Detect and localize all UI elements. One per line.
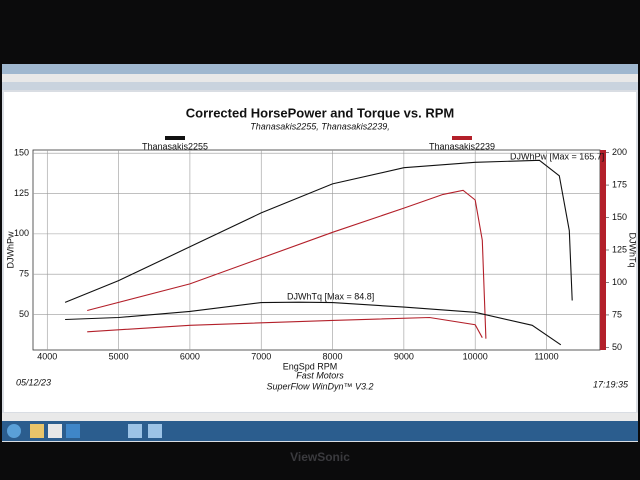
start-button[interactable] <box>7 424 21 438</box>
x-tick-label: 10000 <box>463 351 488 361</box>
y2-tick-label: 75 <box>612 309 622 319</box>
annotation: DJWhTq [Max = 84.8] <box>287 291 374 301</box>
monitor-brand: ViewSonic <box>290 450 350 464</box>
y2-tick-label: 100 <box>612 277 627 287</box>
taskbar-icon[interactable] <box>148 424 162 438</box>
legend-label: Thanasakis2255 <box>142 141 208 151</box>
y2-axis-label: DJWhTq <box>628 232 638 267</box>
chart-title: Corrected HorsePower and Torque vs. RPM <box>186 105 455 120</box>
window-title-bar <box>2 64 638 74</box>
x-tick-label: 5000 <box>109 351 129 361</box>
y2-tick-label: 150 <box>612 212 627 222</box>
legend-swatch <box>165 136 185 140</box>
y2-tick-label: 200 <box>612 147 627 157</box>
x-tick-label: 4000 <box>37 351 57 361</box>
plot-area <box>32 149 601 351</box>
annotation: DJWhPw [Max = 165.7] <box>510 151 604 161</box>
status-bar <box>2 413 638 421</box>
y-tick-label: 50 <box>19 309 29 319</box>
y-tick-label: 150 <box>14 148 29 158</box>
toolbar <box>2 82 638 90</box>
y2-tick-label: 175 <box>612 179 627 189</box>
y2-tick-label: 50 <box>612 342 622 352</box>
footer-time: 17:19:35 <box>593 379 629 389</box>
taskbar <box>2 421 638 441</box>
y-tick-label: 75 <box>19 269 29 279</box>
taskbar-icon[interactable] <box>128 424 142 438</box>
x-tick-label: 6000 <box>180 351 200 361</box>
series-line <box>87 189 487 339</box>
x-tick-label: 8000 <box>323 351 343 361</box>
y-axis-label: DJWhPw <box>5 231 15 269</box>
taskbar-icon[interactable] <box>30 424 44 438</box>
footer-software: SuperFlow WinDyn™ V3.2 <box>267 381 374 391</box>
series-line <box>64 159 573 303</box>
footer-date: 05/12/23 <box>16 377 51 387</box>
y-tick-label: 100 <box>14 228 29 238</box>
taskbar-icon[interactable] <box>66 424 80 438</box>
x-tick-label: 11000 <box>534 351 558 361</box>
footer-shop: Fast Motors <box>296 370 344 380</box>
x-tick-label: 7000 <box>251 351 271 361</box>
y2-tick-label: 125 <box>612 244 627 254</box>
y-tick-label: 125 <box>14 188 29 198</box>
chart-subtitle: Thanasakis2255, Thanasakis2239, <box>250 121 390 131</box>
right-axis-bar <box>600 150 606 350</box>
legend-swatch <box>452 136 472 140</box>
legend-label: Thanasakis2239 <box>429 141 495 151</box>
x-axis-label: EngSpd RPM <box>283 361 338 371</box>
taskbar-icon[interactable] <box>48 424 62 438</box>
x-tick-label: 9000 <box>394 351 414 361</box>
menu-bar <box>2 74 638 82</box>
series-line <box>87 316 483 338</box>
series-line <box>65 301 562 346</box>
